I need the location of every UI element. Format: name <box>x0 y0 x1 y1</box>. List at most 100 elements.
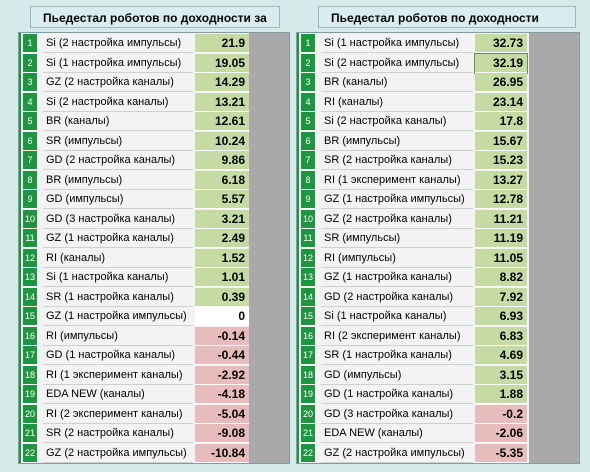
robot-name-cell[interactable]: Si (2 настройка импульсы) <box>321 53 473 73</box>
robot-name-cell[interactable]: Si (2 настройка каналы) <box>321 112 473 131</box>
rank-cell[interactable]: 2 <box>23 53 37 73</box>
robot-name-cell[interactable]: EDA NEW (каналы) <box>321 424 473 443</box>
return-value-cell[interactable]: 32.73 <box>475 34 527 53</box>
rank-cell[interactable]: 10 <box>23 209 37 229</box>
robot-name-cell[interactable]: GD (импульсы) <box>321 365 473 385</box>
robot-name-cell[interactable]: Si (1 настройка импульсы) <box>43 53 193 73</box>
robot-name-cell[interactable]: GZ (2 настройка импульсы) <box>321 443 473 463</box>
rank-cell[interactable]: 6 <box>23 131 37 151</box>
return-value-cell[interactable]: 19.05 <box>195 53 249 73</box>
robot-name-cell[interactable]: Si (1 настройка импульсы) <box>321 34 473 53</box>
rank-cell[interactable]: 12 <box>301 248 315 268</box>
return-value-cell[interactable]: 12.61 <box>195 112 249 131</box>
return-value-cell[interactable]: 0.39 <box>195 287 249 307</box>
rank-cell[interactable]: 12 <box>23 248 37 268</box>
rank-cell[interactable]: 6 <box>301 131 315 151</box>
robot-name-cell[interactable]: SR (2 настройка каналы) <box>321 151 473 170</box>
rank-cell[interactable]: 18 <box>301 365 315 385</box>
robot-name-cell[interactable]: GZ (1 настройка каналы) <box>321 268 473 287</box>
return-value-cell[interactable]: 13.27 <box>475 170 527 190</box>
rank-cell[interactable]: 14 <box>23 287 37 307</box>
rank-cell[interactable]: 20 <box>301 404 315 424</box>
rank-cell[interactable]: 4 <box>301 92 315 112</box>
rank-cell[interactable]: 21 <box>23 424 37 443</box>
robot-name-cell[interactable]: RI (импульсы) <box>321 248 473 268</box>
rank-cell[interactable]: 8 <box>23 170 37 190</box>
rank-cell[interactable]: 7 <box>301 151 315 170</box>
return-value-cell[interactable]: 6.18 <box>195 170 249 190</box>
rank-cell[interactable]: 1 <box>23 34 37 53</box>
robot-name-cell[interactable]: BR (импульсы) <box>321 131 473 151</box>
rank-cell[interactable]: 15 <box>301 307 315 326</box>
rank-cell[interactable]: 17 <box>301 346 315 365</box>
return-value-cell[interactable]: 32.19 <box>474 52 528 74</box>
robot-name-cell[interactable]: GZ (1 настройка импульсы) <box>321 190 473 209</box>
return-value-cell[interactable]: -2.92 <box>195 365 249 385</box>
return-value-cell[interactable]: 3.15 <box>475 365 527 385</box>
return-value-cell[interactable]: 9.86 <box>195 151 249 170</box>
robot-name-cell[interactable]: SR (1 настройка каналы) <box>321 346 473 365</box>
return-value-cell[interactable]: 6.83 <box>475 326 527 346</box>
return-value-cell[interactable]: 1.01 <box>195 268 249 287</box>
robot-name-cell[interactable]: GD (3 настройка каналы) <box>321 404 473 424</box>
rank-cell[interactable]: 9 <box>23 190 37 209</box>
rank-cell[interactable]: 3 <box>23 73 37 92</box>
rank-cell[interactable]: 14 <box>301 287 315 307</box>
return-value-cell[interactable]: -0.44 <box>195 346 249 365</box>
rank-cell[interactable]: 19 <box>301 385 315 404</box>
robot-name-cell[interactable]: Si (2 настройка импульсы) <box>43 34 193 53</box>
robot-name-cell[interactable]: RI (2 эксперимент каналы) <box>321 326 473 346</box>
return-value-cell[interactable]: -5.35 <box>475 443 527 463</box>
return-value-cell[interactable]: 23.14 <box>475 92 527 112</box>
robot-name-cell[interactable]: RI (1 эксперимент каналы) <box>321 170 473 190</box>
rank-cell[interactable]: 17 <box>23 346 37 365</box>
rank-cell[interactable]: 2 <box>301 53 315 73</box>
rank-cell[interactable]: 11 <box>301 229 315 248</box>
robot-name-cell[interactable]: BR (каналы) <box>43 112 193 131</box>
return-value-cell[interactable]: -10.84 <box>195 443 249 463</box>
robot-name-cell[interactable]: GZ (1 настройка импульсы) <box>43 307 193 326</box>
rank-cell[interactable]: 1 <box>301 34 315 53</box>
robot-name-cell[interactable]: RI (импульсы) <box>43 326 193 346</box>
rank-cell[interactable]: 11 <box>23 229 37 248</box>
rank-cell[interactable]: 5 <box>23 112 37 131</box>
return-value-cell[interactable]: 10.24 <box>195 131 249 151</box>
rank-cell[interactable]: 16 <box>301 326 315 346</box>
robot-name-cell[interactable]: GD (1 настройка каналы) <box>321 385 473 404</box>
return-value-cell[interactable]: 8.82 <box>475 268 527 287</box>
return-value-cell[interactable]: 5.57 <box>195 190 249 209</box>
robot-name-cell[interactable]: RI (2 эксперимент каналы) <box>43 404 193 424</box>
rank-cell[interactable]: 9 <box>301 190 315 209</box>
return-value-cell[interactable]: 2.49 <box>195 229 249 248</box>
return-value-cell[interactable]: -0.14 <box>195 326 249 346</box>
return-value-cell[interactable]: -9.08 <box>195 424 249 443</box>
return-value-cell[interactable]: 0 <box>195 307 249 326</box>
rank-cell[interactable]: 5 <box>301 112 315 131</box>
robot-name-cell[interactable]: Si (1 настройка каналы) <box>321 307 473 326</box>
return-value-cell[interactable]: 3.21 <box>195 209 249 229</box>
return-value-cell[interactable]: 13.21 <box>195 92 249 112</box>
return-value-cell[interactable]: -5.04 <box>195 404 249 424</box>
rank-cell[interactable]: 4 <box>23 92 37 112</box>
rank-cell[interactable]: 16 <box>23 326 37 346</box>
robot-name-cell[interactable]: RI (каналы) <box>43 248 193 268</box>
robot-name-cell[interactable]: BR (каналы) <box>321 73 473 92</box>
robot-name-cell[interactable]: GZ (2 настройка каналы) <box>321 209 473 229</box>
robot-name-cell[interactable]: GD (3 настройка каналы) <box>43 209 193 229</box>
robot-name-cell[interactable]: GD (1 настройка каналы) <box>43 346 193 365</box>
rank-cell[interactable]: 15 <box>23 307 37 326</box>
return-value-cell[interactable]: 15.23 <box>475 151 527 170</box>
robot-name-cell[interactable]: SR (импульсы) <box>43 131 193 151</box>
rank-cell[interactable]: 21 <box>301 424 315 443</box>
return-value-cell[interactable]: 11.21 <box>475 209 527 229</box>
robot-name-cell[interactable]: GZ (2 настройка импульсы) <box>43 443 193 463</box>
return-value-cell[interactable]: 21.9 <box>195 34 249 53</box>
robot-name-cell[interactable]: RI (1 эксперимент каналы) <box>43 365 193 385</box>
return-value-cell[interactable]: 14.29 <box>195 73 249 92</box>
robot-name-cell[interactable]: BR (импульсы) <box>43 170 193 190</box>
robot-name-cell[interactable]: SR (2 настройка каналы) <box>43 424 193 443</box>
rank-cell[interactable]: 13 <box>301 268 315 287</box>
robot-name-cell[interactable]: GD (импульсы) <box>43 190 193 209</box>
return-value-cell[interactable]: -2.06 <box>475 424 527 443</box>
robot-name-cell[interactable]: GD (2 настройка каналы) <box>321 287 473 307</box>
